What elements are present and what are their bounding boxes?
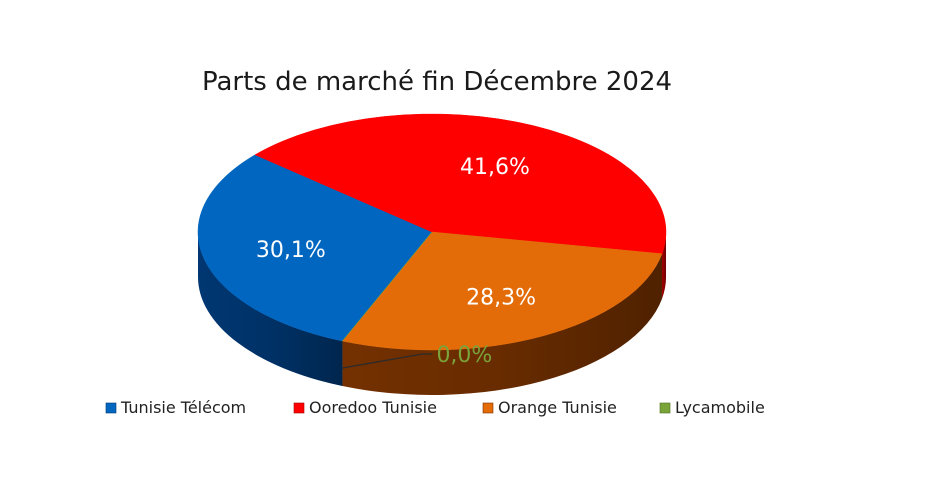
legend-label-tunisie-t-l-com: Tunisie Télécom (120, 398, 246, 417)
legend-swatch-lycamobile (659, 402, 671, 414)
data-label-lycamobile: 0,0% (436, 343, 492, 368)
legend-label-ooredoo-tunisie: Ooredoo Tunisie (309, 398, 437, 417)
pie-top-faces (197, 113, 667, 351)
pie-slice-tunisie-t-l-com (197, 154, 433, 342)
legend-swatch-orange-tunisie (482, 402, 494, 414)
legend-swatch-tunisie-t-l-com (105, 402, 117, 414)
pie-slice-orange-tunisie (341, 231, 663, 351)
legend-label-orange-tunisie: Orange Tunisie (498, 398, 617, 417)
data-label-tunisie-t-l-com: 30,1% (256, 238, 326, 263)
pie-side-walls (198, 232, 666, 395)
legend-label-lycamobile: Lycamobile (675, 398, 765, 417)
pie-wall-shade (342, 253, 662, 395)
data-label-orange-tunisie: 28,3% (466, 285, 536, 310)
zero-slice-leader-line (342, 353, 433, 369)
data-label-ooredoo-tunisie: 41,6% (460, 155, 530, 180)
pie-slice-ooredoo-tunisie (254, 113, 667, 255)
legend: Tunisie Télécom Ooredoo Tunisie Orange Tun… (105, 398, 765, 417)
chart-title: Parts de marché fin Décembre 2024 (202, 67, 672, 97)
legend-swatch-ooredoo-tunisie (293, 402, 305, 414)
pie-wall-shade (661, 232, 666, 299)
pie-wall-shade (198, 232, 343, 387)
pie-data-labels: 30,1% 41,6% 28,3% 0,0% (256, 155, 536, 369)
